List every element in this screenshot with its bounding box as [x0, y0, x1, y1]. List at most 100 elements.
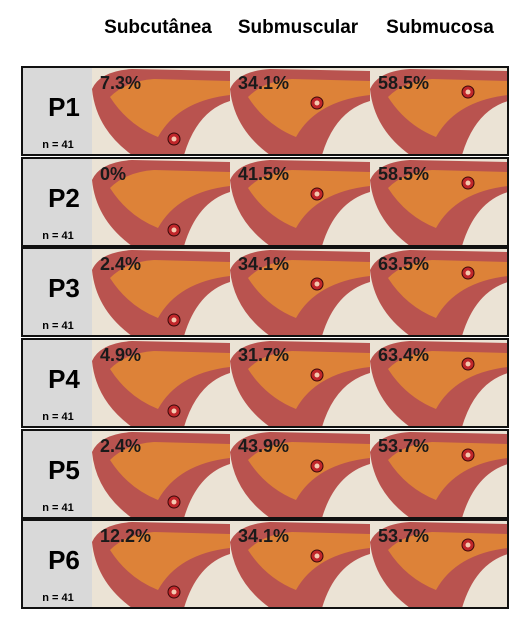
column-header: Subcutânea	[104, 17, 212, 38]
marker-center	[465, 180, 471, 186]
marker-center	[171, 589, 177, 595]
row-border	[21, 519, 509, 609]
tissue-inner	[110, 260, 230, 318]
image-cell: 58.5%	[370, 67, 508, 155]
image-cell: 7.3%	[92, 67, 230, 155]
image-cell: 43.9%	[230, 430, 370, 518]
image-cell: 2.4%	[92, 430, 230, 518]
tissue-inner	[388, 442, 508, 500]
image-cell: 2.4%	[92, 248, 230, 336]
percentage: 58.5%	[378, 164, 429, 184]
row-label: P4	[48, 364, 80, 394]
percentage: 58.5%	[378, 73, 429, 93]
marker-center	[465, 452, 471, 458]
marker-center	[465, 361, 471, 367]
percentage: 43.9%	[238, 436, 289, 456]
percentage: 41.5%	[238, 164, 289, 184]
table-row: P6 n = 41 12.2% 34.1% 53.7%	[21, 519, 509, 609]
row-label-cell	[22, 520, 92, 608]
row-border	[21, 157, 509, 247]
row-border	[21, 338, 509, 428]
image-cell: 58.5%	[370, 158, 508, 246]
column-header: Submuscular	[238, 17, 359, 38]
percentage: 63.4%	[378, 345, 429, 365]
tissue-inner	[248, 260, 370, 318]
row-count: n = 41	[42, 230, 74, 242]
row-label: P5	[48, 455, 80, 485]
column-header: Submucosa	[386, 17, 494, 38]
image-cell: 53.7%	[370, 430, 508, 518]
tissue-inner	[388, 351, 508, 409]
marker-center	[314, 191, 320, 197]
percentage: 34.1%	[238, 73, 289, 93]
row-count: n = 41	[42, 139, 74, 151]
marker-center	[465, 542, 471, 548]
image-cell: 34.1%	[230, 520, 370, 608]
percentage: 12.2%	[100, 526, 151, 546]
percentage: 53.7%	[378, 526, 429, 546]
row-count: n = 41	[42, 502, 74, 514]
tissue-inner	[110, 442, 230, 500]
image-cell: 63.4%	[370, 339, 508, 427]
percentage: 2.4%	[100, 436, 141, 456]
percentage: 4.9%	[100, 345, 141, 365]
percentage: 63.5%	[378, 254, 429, 274]
tissue-inner	[388, 532, 508, 590]
table-row: P2 n = 41 0% 41.5% 58.5%	[21, 157, 509, 247]
row-label: P3	[48, 273, 80, 303]
row-label: P6	[48, 545, 80, 575]
row-label-cell	[22, 67, 92, 155]
percentage: 53.7%	[378, 436, 429, 456]
row-border	[21, 247, 509, 337]
tissue-inner	[248, 442, 370, 500]
row-label-cell	[22, 248, 92, 336]
tissue-inner	[388, 260, 508, 318]
row-label: P1	[48, 92, 80, 122]
percentage: 34.1%	[238, 526, 289, 546]
tissue-inner	[248, 532, 370, 590]
tissue-inner	[110, 170, 230, 228]
marker-center	[171, 499, 177, 505]
table-row: P3 n = 41 2.4% 34.1% 63.5%	[21, 247, 509, 337]
row-label-cell	[22, 430, 92, 518]
tissue-inner	[110, 532, 230, 590]
row-border	[21, 66, 509, 156]
marker-center	[171, 317, 177, 323]
marker-center	[314, 463, 320, 469]
image-cell: 34.1%	[230, 248, 370, 336]
marker-center	[171, 136, 177, 142]
percentage: 34.1%	[238, 254, 289, 274]
table-row: P5 n = 41 2.4% 43.9% 53.7%	[21, 429, 509, 519]
tissue-inner	[110, 351, 230, 409]
percentage: 7.3%	[100, 73, 141, 93]
tissue-inner	[248, 170, 370, 228]
row-count: n = 41	[42, 320, 74, 332]
tissue-inner	[110, 79, 230, 137]
percentage: 31.7%	[238, 345, 289, 365]
row-label: P2	[48, 183, 80, 213]
row-count: n = 41	[42, 592, 74, 604]
image-cell: 34.1%	[230, 67, 370, 155]
tissue-inner	[248, 79, 370, 137]
table-row: P1 n = 41 7.3% 34.1% 58.5%	[21, 66, 509, 156]
marker-center	[465, 89, 471, 95]
percentage: 2.4%	[100, 254, 141, 274]
row-label-cell	[22, 158, 92, 246]
row-border	[21, 429, 509, 519]
marker-center	[314, 553, 320, 559]
image-cell: 63.5%	[370, 248, 508, 336]
table-row: P4 n = 41 4.9% 31.7% 63.4%	[21, 338, 509, 428]
image-cell: 0%	[92, 158, 230, 246]
image-cell: 31.7%	[230, 339, 370, 427]
image-cell: 53.7%	[370, 520, 508, 608]
marker-center	[314, 100, 320, 106]
marker-center	[171, 408, 177, 414]
tissue-inner	[388, 79, 508, 137]
percentage: 0%	[100, 164, 126, 184]
tissue-inner	[248, 351, 370, 409]
row-label-cell	[22, 339, 92, 427]
image-cell: 4.9%	[92, 339, 230, 427]
marker-center	[465, 270, 471, 276]
marker-center	[314, 372, 320, 378]
